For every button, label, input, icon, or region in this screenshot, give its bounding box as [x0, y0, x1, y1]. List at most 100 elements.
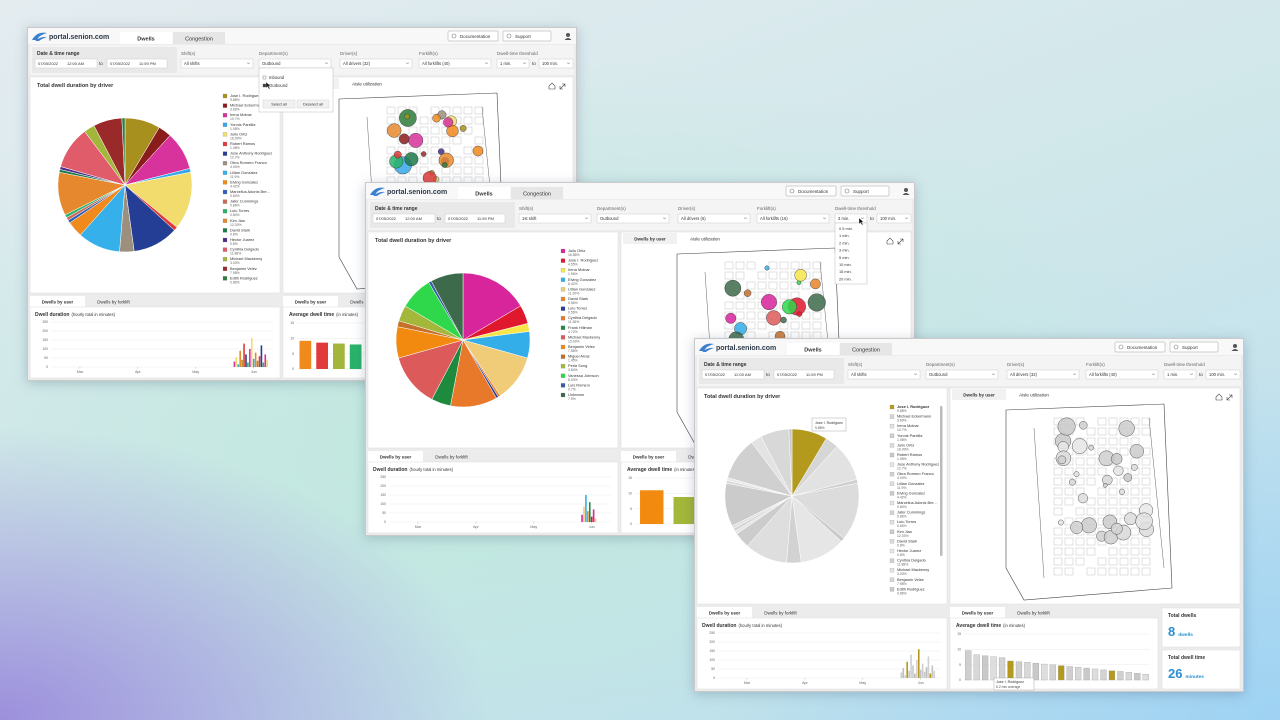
- map-tab[interactable]: [340, 78, 394, 89]
- header-button-label[interactable]: Support: [1182, 345, 1199, 350]
- map-tab[interactable]: [1007, 389, 1061, 400]
- bottom-tab[interactable]: [30, 296, 85, 307]
- select-value[interactable]: 1st shift: [522, 216, 537, 221]
- select-value[interactable]: All shifts: [851, 372, 867, 377]
- date-input[interactable]: [372, 213, 436, 224]
- user-icon[interactable]: [904, 188, 908, 192]
- header-button[interactable]: [1169, 341, 1219, 353]
- dropdown-item[interactable]: 20 min.: [839, 276, 852, 281]
- bottom-tab-label[interactable]: Dwells by forklift: [97, 300, 130, 305]
- dropdown-item[interactable]: 0.5 min.: [839, 226, 853, 231]
- select-box[interactable]: [496, 58, 530, 69]
- dropdown-button[interactable]: [296, 99, 330, 109]
- map-tab-label[interactable]: Aisle utilization: [352, 82, 382, 87]
- bottom-tab-label[interactable]: Dwells by forklift: [1017, 611, 1050, 616]
- nav-tab[interactable]: [120, 32, 172, 44]
- checkbox[interactable]: [262, 83, 267, 88]
- select-value[interactable]: All shifts: [184, 61, 200, 66]
- select-box[interactable]: [677, 213, 751, 224]
- bottom-tab-label[interactable]: Dwells by user: [42, 300, 74, 305]
- bottom-tab-label[interactable]: Dwells by user: [709, 611, 741, 616]
- select-box[interactable]: [180, 58, 254, 69]
- map-tab-label[interactable]: Dwells by user: [963, 393, 995, 398]
- select-box[interactable]: [339, 58, 413, 69]
- select-box[interactable]: [518, 213, 592, 224]
- header-button-label[interactable]: Support: [853, 189, 870, 194]
- select-box[interactable]: [1006, 369, 1080, 380]
- date-input[interactable]: [106, 58, 168, 69]
- dropdown-item[interactable]: 2 min.: [839, 240, 850, 245]
- select-box[interactable]: [1085, 369, 1159, 380]
- time-input-text[interactable]: 11:59 PM: [806, 372, 823, 377]
- date-input-text[interactable]: 07/05/2022: [110, 61, 131, 66]
- date-input-text[interactable]: 07/05/2022: [448, 216, 469, 221]
- nav-tab[interactable]: [787, 343, 839, 355]
- header-button[interactable]: [785, 185, 837, 197]
- date-input[interactable]: [701, 369, 765, 380]
- map-tab[interactable]: [623, 233, 677, 244]
- header-button-label[interactable]: Documentation: [1127, 345, 1158, 350]
- time-input-text[interactable]: 11:59 PM: [477, 216, 494, 221]
- time-input-text[interactable]: 12:00 AM: [67, 61, 84, 66]
- expand-icon[interactable]: [1226, 394, 1233, 401]
- dropdown-item[interactable]: 15 min.: [839, 269, 852, 274]
- map-tab[interactable]: [952, 389, 1006, 400]
- nav-tab-label[interactable]: Dwells: [475, 192, 492, 198]
- nav-tab-label[interactable]: Congestion: [852, 348, 880, 354]
- bottom-tab-label[interactable]: Dwells by user: [295, 300, 327, 305]
- select-value[interactable]: Outbound: [262, 61, 281, 66]
- bottom-tab-label[interactable]: Dwells by user: [380, 455, 412, 460]
- select-value[interactable]: All drivers (6): [681, 216, 706, 221]
- nav-tab-label[interactable]: Dwells: [137, 37, 154, 43]
- map-tab-label[interactable]: Aisle utilization: [1019, 393, 1049, 398]
- select-value[interactable]: All forklifts (16): [760, 216, 788, 221]
- bottom-tab[interactable]: [1006, 607, 1061, 618]
- header-button-label[interactable]: Documentation: [460, 34, 491, 39]
- date-input[interactable]: [34, 58, 98, 69]
- select-value[interactable]: 3 min.: [838, 216, 849, 221]
- nav-tab-label[interactable]: Dwells: [804, 348, 821, 354]
- select-box[interactable]: [756, 213, 830, 224]
- select-box[interactable]: [538, 58, 574, 69]
- dropdown-item[interactable]: 5 min.: [839, 255, 850, 260]
- dropdown-item[interactable]: 1 min.: [839, 233, 850, 238]
- bottom-tab[interactable]: [621, 451, 676, 462]
- bottom-tab[interactable]: [697, 607, 752, 618]
- time-input-text[interactable]: 12:00 AM: [734, 372, 751, 377]
- nav-tab-label[interactable]: Congestion: [185, 37, 213, 43]
- dropdown-item[interactable]: 3 min.: [839, 248, 850, 253]
- bottom-tab-label[interactable]: Dwells by user: [962, 611, 994, 616]
- date-input[interactable]: [773, 369, 835, 380]
- map-tab[interactable]: [678, 233, 732, 244]
- nav-tab[interactable]: [840, 343, 892, 355]
- select-value[interactable]: Outbound: [600, 216, 619, 221]
- dropdown-item[interactable]: Outbound: [269, 83, 288, 88]
- map-tab-label[interactable]: Aisle utilization: [690, 237, 720, 242]
- select-value[interactable]: 100 min.: [880, 216, 896, 221]
- nav-tab[interactable]: [173, 32, 225, 44]
- date-input-text[interactable]: 07/05/2022: [777, 372, 798, 377]
- header-button[interactable]: [447, 30, 499, 42]
- home-icon[interactable]: [1215, 393, 1223, 401]
- select-value[interactable]: 1 min.: [500, 61, 511, 66]
- header-button-label[interactable]: Support: [515, 34, 532, 39]
- select-value[interactable]: 100 min.: [1209, 372, 1225, 377]
- header-button[interactable]: [840, 185, 890, 197]
- nav-tab-label[interactable]: Congestion: [523, 192, 551, 198]
- header-button[interactable]: [1114, 341, 1166, 353]
- bottom-tab[interactable]: [950, 607, 1005, 618]
- dropdown-button-label[interactable]: Deselect all: [303, 103, 323, 107]
- dropdown-item[interactable]: Inbound: [269, 75, 285, 80]
- user-icon[interactable]: [566, 33, 570, 37]
- user-icon[interactable]: [1233, 344, 1237, 348]
- bottom-tab-label[interactable]: Dwells by forklift: [435, 455, 468, 460]
- dropdown-button[interactable]: [262, 99, 296, 109]
- bottom-tab[interactable]: [753, 607, 808, 618]
- select-box[interactable]: [1163, 369, 1197, 380]
- select-box[interactable]: [925, 369, 999, 380]
- time-input-text[interactable]: 12:00 AM: [405, 216, 422, 221]
- select-value[interactable]: 100 min.: [542, 61, 558, 66]
- dropdown-item[interactable]: 10 min.: [839, 262, 852, 267]
- expand-icon[interactable]: [897, 238, 904, 245]
- select-box[interactable]: [418, 58, 492, 69]
